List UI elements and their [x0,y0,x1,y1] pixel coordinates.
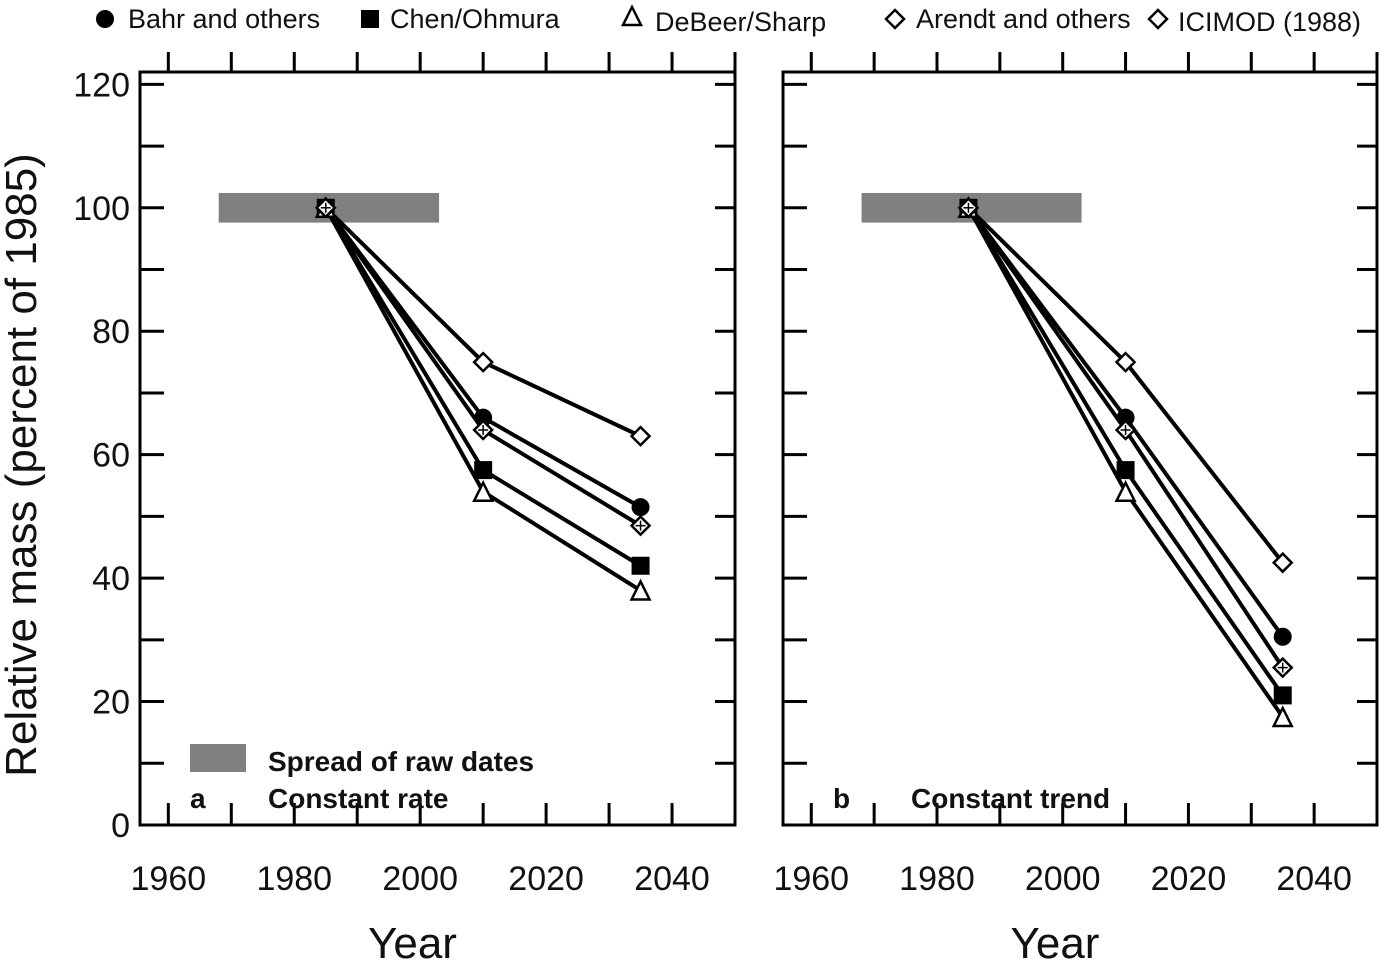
series-chen-ohmura [324,206,642,568]
marker-square [474,461,493,480]
series-arendt-and-others [967,206,1285,564]
marker-diamond [884,8,906,30]
legend-label: DeBeer/Sharp [655,7,826,37]
marker-diamond [1271,551,1294,574]
plot-frame [781,70,1379,827]
x-tick-label: 2000 [382,860,458,898]
series-line [967,206,1285,564]
x-tick-label: 2020 [508,860,584,898]
y-tick-label: 80 [92,313,130,351]
marker-triangle [472,479,495,502]
series-debeer-sharp [323,206,642,593]
y-axis-label: Relative mass (percent of 1985) [0,153,46,777]
x-tick-label: 1960 [131,860,207,898]
y-tick-label: 20 [92,684,130,722]
marker-diamond [629,425,652,447]
marker-square [1273,686,1292,705]
series-line [966,206,1285,697]
x-axis-label: Year [368,919,457,960]
legend: Bahr and others Chen/Ohmura DeBeer/Sharp Ar… [96,4,1361,37]
x-tick-label: 1980 [256,860,332,898]
marker-circle [631,498,650,517]
plot-frame [138,70,737,827]
y-tick-label: 40 [92,560,130,598]
markers-arendt-and-others [957,197,1294,574]
legend-label: ICIMOD (1988) [1178,7,1361,37]
y-tick-label: 120 [73,66,130,104]
markers-icimod-1988- [314,197,652,537]
marker-square [1116,461,1135,480]
series-line [323,206,642,593]
markers-arendt-and-others [314,197,652,447]
x-tick-label: 2040 [634,860,710,898]
marker-circle [474,408,493,427]
spread-legend-label: Spread of raw dates [268,746,534,777]
series-line [324,206,642,568]
series-line [324,206,642,438]
markers-chen-ohmura [316,198,650,575]
x-tick-label: 2040 [1276,860,1352,898]
legend-label: Arendt and others [916,4,1131,34]
marker-triangle [1114,479,1137,502]
panel-title: Constant trend [911,783,1110,814]
x-axis-label: Year [1011,919,1100,960]
marker-square [361,10,379,28]
spread-legend-swatch [190,744,246,772]
marker-triangle [629,578,652,601]
panel-b: 1960 1980 2000 2020 2040 Year b Constant trend [773,52,1379,965]
x-tick-label: 2020 [1151,860,1227,898]
y-tick-label: 100 [73,190,130,228]
marker-diamond [472,351,494,373]
y-tick-label: 0 [111,807,130,845]
series-chen-ohmura [966,206,1285,697]
series-arendt-and-others [324,206,642,438]
x-tick-label: 2000 [1025,860,1101,898]
x-tick-label: 1980 [899,860,975,898]
panel-label: a [190,783,206,814]
legend-label: Chen/Ohmura [390,4,561,34]
x-tick-label: 1960 [773,860,849,898]
marker-diamond [1114,351,1137,373]
panel-title: Constant rate [268,783,448,814]
marker-square [631,556,650,575]
markers-icimod-1988- [957,197,1294,679]
marker-diamond [1147,8,1169,30]
marker-circle [1273,627,1292,646]
marker-triangle [620,4,644,27]
y-tick-label: 60 [92,437,130,475]
marker-circle [1116,408,1135,427]
panel-label: b [833,783,850,814]
marker-circle [96,10,114,28]
marker-triangle [1271,705,1294,728]
legend-label: Bahr and others [128,4,320,34]
panel-a: 1960 1980 2000 2020 2040020406080100120YearR… [0,52,737,965]
